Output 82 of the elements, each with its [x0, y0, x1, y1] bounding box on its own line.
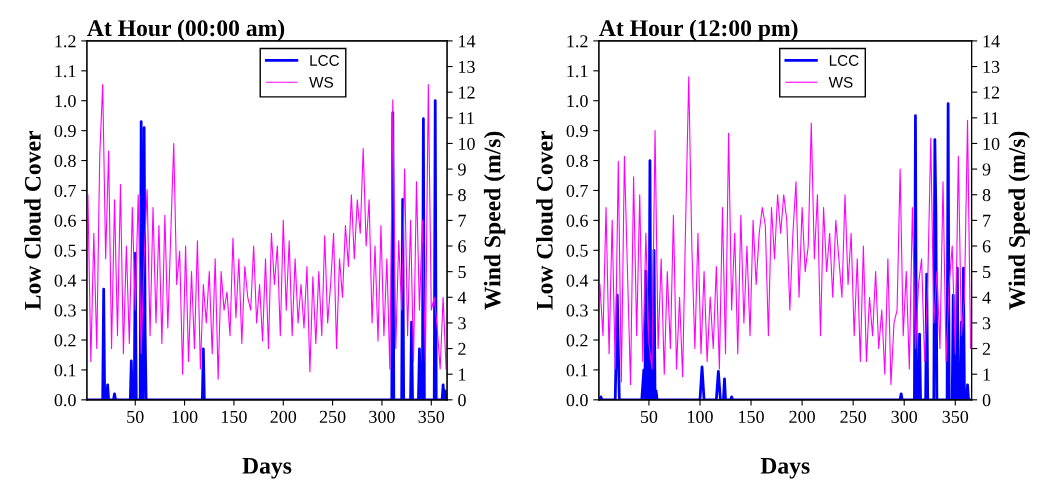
y-tick-label: 0.1 [54, 364, 76, 377]
x-tick-label: 250 [319, 410, 346, 423]
y2-tick-label: 4 [982, 291, 991, 304]
x-tick-label: 350 [942, 410, 969, 423]
y-tick-label: 1.1 [567, 65, 588, 78]
y2-tick-label: 8 [458, 188, 466, 202]
y2-tick-label: 1 [459, 368, 466, 381]
x-tick-label: 50 [127, 410, 144, 423]
y2-tick-label: 10 [983, 137, 1000, 150]
legend-label: LCC [310, 55, 340, 66]
y2-tick-label: 4 [457, 291, 467, 304]
y-tick-label: 1.2 [567, 35, 588, 48]
y2-tick-label: 3 [458, 317, 466, 330]
x-tick-label: 300 [891, 410, 918, 423]
y2-axis-title: Wind Speed (m/s) [1008, 131, 1030, 310]
y-tick-label: 0.8 [566, 154, 588, 168]
x-tick-label: 200 [270, 410, 297, 423]
y-tick-label: 0.9 [566, 124, 588, 138]
y2-tick-label: 0 [982, 394, 991, 407]
y2-tick-label: 2 [982, 342, 991, 355]
y2-tick-label: 8 [982, 188, 991, 202]
y-tick-label: 0.3 [54, 304, 76, 317]
x-tick-label: 250 [840, 410, 867, 423]
y-tick-label: 0.9 [54, 124, 76, 138]
y-tick-label: 0.1 [566, 364, 588, 377]
y-tick-label: 0.5 [54, 244, 76, 257]
y-tick-label: 0.7 [54, 184, 76, 197]
y2-tick-label: 0 [458, 394, 466, 407]
y2-tick-label: 13 [459, 60, 475, 73]
y2-tick-label: 9 [982, 163, 991, 176]
y-tick-label: 0.8 [54, 154, 76, 168]
y-tick-label: 0.6 [566, 214, 588, 227]
x-tick-label: 150 [221, 410, 247, 423]
y2-tick-label: 10 [459, 137, 475, 150]
y-tick-label: 0.4 [566, 274, 589, 287]
x-tick-label: 350 [418, 410, 445, 423]
y2-tick-label: 7 [458, 214, 466, 227]
x-tick-label: 300 [369, 410, 395, 423]
y-tick-label: 1.2 [55, 35, 76, 48]
y2-tick-label: 14 [459, 35, 476, 48]
y2-tick-label: 13 [983, 60, 1000, 73]
y2-tick-label: 11 [459, 112, 474, 125]
y2-tick-label: 6 [458, 240, 466, 253]
y2-tick-label: 11 [983, 112, 999, 125]
y-tick-label: 0.5 [566, 244, 588, 257]
y-tick-label: 0.2 [566, 334, 588, 347]
x-tick-label: 200 [789, 410, 815, 423]
x-axis-title: Days [760, 458, 810, 479]
y2-tick-label: 3 [982, 317, 991, 330]
y2-tick-label: 5 [983, 266, 991, 279]
y-tick-label: 0.0 [54, 394, 76, 407]
legend-label: WS [309, 76, 334, 88]
y2-tick-label: 6 [982, 240, 991, 253]
y2-tick-label: 14 [983, 35, 1000, 48]
y-tick-label: 0.7 [566, 184, 588, 197]
y-axis-title: Low Cloud Cover [24, 131, 41, 310]
y-tick-label: 0.6 [54, 214, 76, 227]
y2-tick-label: 5 [458, 266, 466, 279]
y-tick-label: 0.4 [54, 274, 77, 287]
chart-title: At Hour (00:00 am) [87, 19, 285, 41]
legend-label: LCC [829, 55, 859, 66]
y-tick-label: 1.0 [567, 94, 588, 108]
x-tick-label: 50 [640, 410, 658, 423]
x-tick-label: 100 [172, 410, 198, 423]
y2-tick-label: 7 [983, 214, 991, 227]
y-tick-label: 0.2 [54, 334, 76, 347]
x-tick-label: 150 [739, 410, 764, 423]
y2-tick-label: 2 [458, 342, 466, 355]
y-tick-label: 0.3 [566, 304, 588, 317]
x-axis-title: Days [242, 458, 292, 479]
y-axis-title: Low Cloud Cover [536, 131, 553, 310]
y2-tick-label: 12 [983, 86, 1000, 99]
y-tick-label: 0.0 [566, 394, 588, 407]
x-tick-label: 100 [688, 410, 713, 423]
y2-axis-title: Wind Speed (m/s) [483, 131, 506, 310]
y2-tick-label: 12 [459, 86, 475, 99]
y-tick-label: 1.0 [55, 94, 76, 108]
y2-tick-label: 9 [458, 163, 466, 176]
legend-label: WS [828, 76, 853, 88]
y-tick-label: 1.1 [55, 65, 76, 78]
chart-title: At Hour (12:00 pm) [599, 19, 798, 41]
y2-tick-label: 1 [983, 368, 990, 381]
